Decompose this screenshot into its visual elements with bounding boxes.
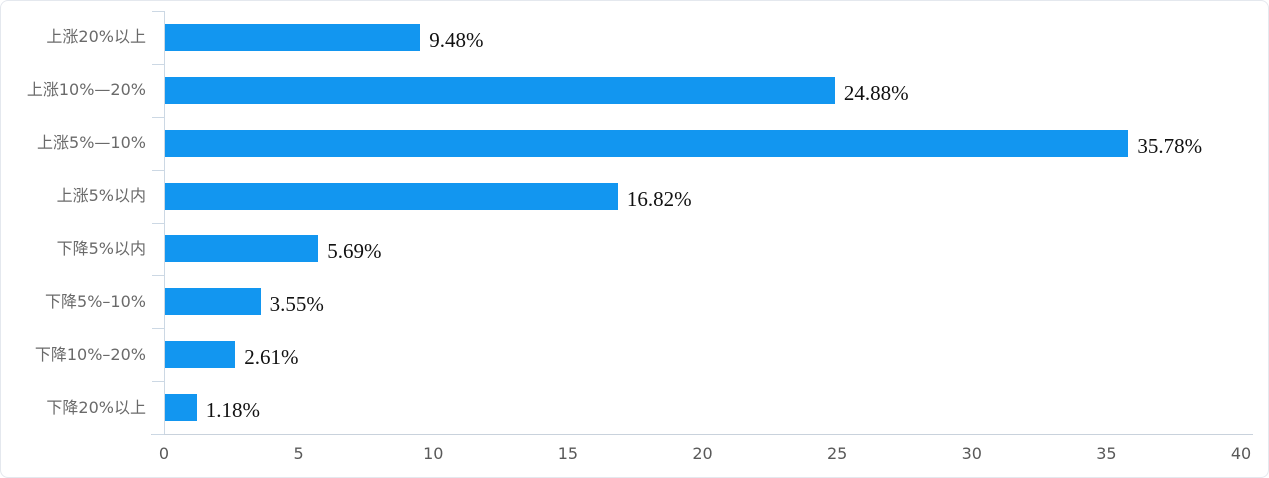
- bar-4: [165, 235, 319, 263]
- value-label: 9.48%: [429, 27, 484, 52]
- value-label: 5.69%: [327, 239, 382, 264]
- y-axis-tick: [152, 275, 164, 277]
- x-axis-tick-label: 5: [293, 444, 304, 463]
- value-label: 3.55%: [269, 292, 324, 317]
- category-label: 上涨5%以内: [56, 186, 146, 206]
- y-axis-tick: [152, 434, 164, 435]
- bar-6: [165, 341, 236, 369]
- y-axis-line: [164, 11, 165, 434]
- y-axis-tick: [152, 169, 164, 171]
- x-axis-tick-label: 30: [961, 444, 982, 463]
- category-label: 上涨20%以上: [46, 27, 146, 47]
- y-axis-tick: [152, 11, 164, 12]
- x-axis-tick-label: 0: [158, 444, 170, 463]
- bar-2: [165, 129, 1129, 157]
- y-axis-tick: [152, 63, 164, 65]
- category-label: 下降5%–10%: [45, 291, 146, 311]
- x-axis-tick-label: 40: [1230, 444, 1252, 463]
- x-axis-tick-label: 20: [692, 444, 713, 463]
- category-label: 下降10%–20%: [34, 344, 146, 364]
- bar-3: [165, 182, 618, 210]
- value-label: 1.18%: [205, 398, 261, 423]
- y-axis-tick: [152, 222, 164, 224]
- y-axis-tick: [152, 116, 164, 118]
- bar-0: [165, 23, 421, 51]
- value-label: 24.88%: [843, 80, 909, 105]
- value-label: 2.61%: [244, 345, 299, 370]
- category-label: 下降20%以上: [46, 397, 146, 417]
- x-axis-tick-label: 15: [557, 444, 579, 463]
- category-label: 下降5%以内: [56, 238, 146, 258]
- category-label: 上涨5%—10%: [37, 133, 146, 153]
- value-label: 16.82%: [626, 186, 692, 211]
- value-label: 35.78%: [1137, 133, 1203, 158]
- x-axis-tick-label: 35: [1096, 444, 1117, 463]
- y-axis-tick: [152, 328, 164, 330]
- y-axis-tick: [152, 381, 164, 383]
- category-label: 上涨10%—20%: [26, 80, 146, 100]
- bar-5: [165, 288, 261, 316]
- bar-7: [165, 394, 197, 422]
- x-axis-tick-label: 10: [423, 444, 444, 463]
- x-axis-line: [151, 434, 1253, 435]
- x-axis-tick-label: 25: [826, 444, 848, 463]
- bar-1: [165, 76, 835, 104]
